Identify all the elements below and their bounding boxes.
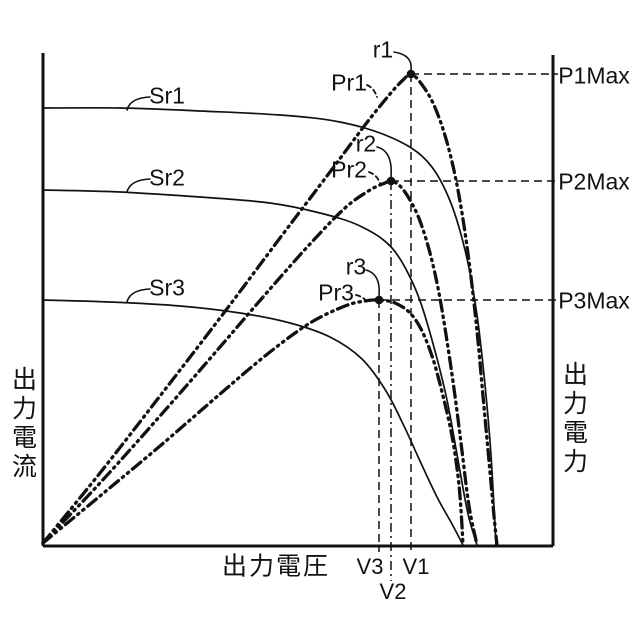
sr3-label: Sr3: [149, 274, 185, 301]
r3-label: r3: [345, 253, 367, 280]
pr1-leader-line: [366, 84, 378, 98]
pr2-label: Pr2: [331, 156, 367, 183]
r1-label: r1: [372, 36, 394, 63]
r2-peak-point: [386, 176, 396, 186]
pr1-label: Pr1: [331, 69, 367, 96]
p1max-label: P1Max: [558, 62, 630, 89]
sr1-leader-line: [126, 96, 151, 111]
v3-label: V3: [356, 554, 384, 579]
y-right-label: 出力電力: [559, 361, 588, 477]
v1-label: V1: [402, 554, 430, 579]
pr3-leader-line: [355, 294, 368, 303]
pr2-leader-line: [368, 171, 381, 184]
pr3-curve: [41, 298, 465, 547]
v2-label: V2: [379, 579, 407, 604]
p3max-label: P3Max: [558, 287, 630, 314]
pr1-curve: [41, 72, 499, 547]
r3-leader-line: [365, 269, 381, 297]
sr1-label: Sr1: [149, 82, 185, 109]
sr2-label: Sr2: [149, 164, 185, 191]
sr2-leader-line: [126, 178, 151, 193]
sr3-curve: [42, 299, 464, 546]
r1-leader-line: [393, 51, 412, 71]
x-axis-label: 出力電圧: [221, 552, 331, 581]
pr2-curve: [41, 179, 479, 547]
pr3-label: Pr3: [318, 279, 354, 306]
r2-leader-line: [376, 146, 393, 178]
r1-peak-point: [406, 69, 416, 79]
r3-peak-point: [374, 295, 384, 305]
y-left-label: 出力電流: [8, 366, 37, 482]
sr3-leader-line: [126, 288, 151, 303]
sr2-curve: [42, 189, 478, 546]
r2-label: r2: [355, 130, 377, 157]
sr1-curve: [42, 106, 497, 546]
p2max-label: P2Max: [558, 168, 630, 195]
